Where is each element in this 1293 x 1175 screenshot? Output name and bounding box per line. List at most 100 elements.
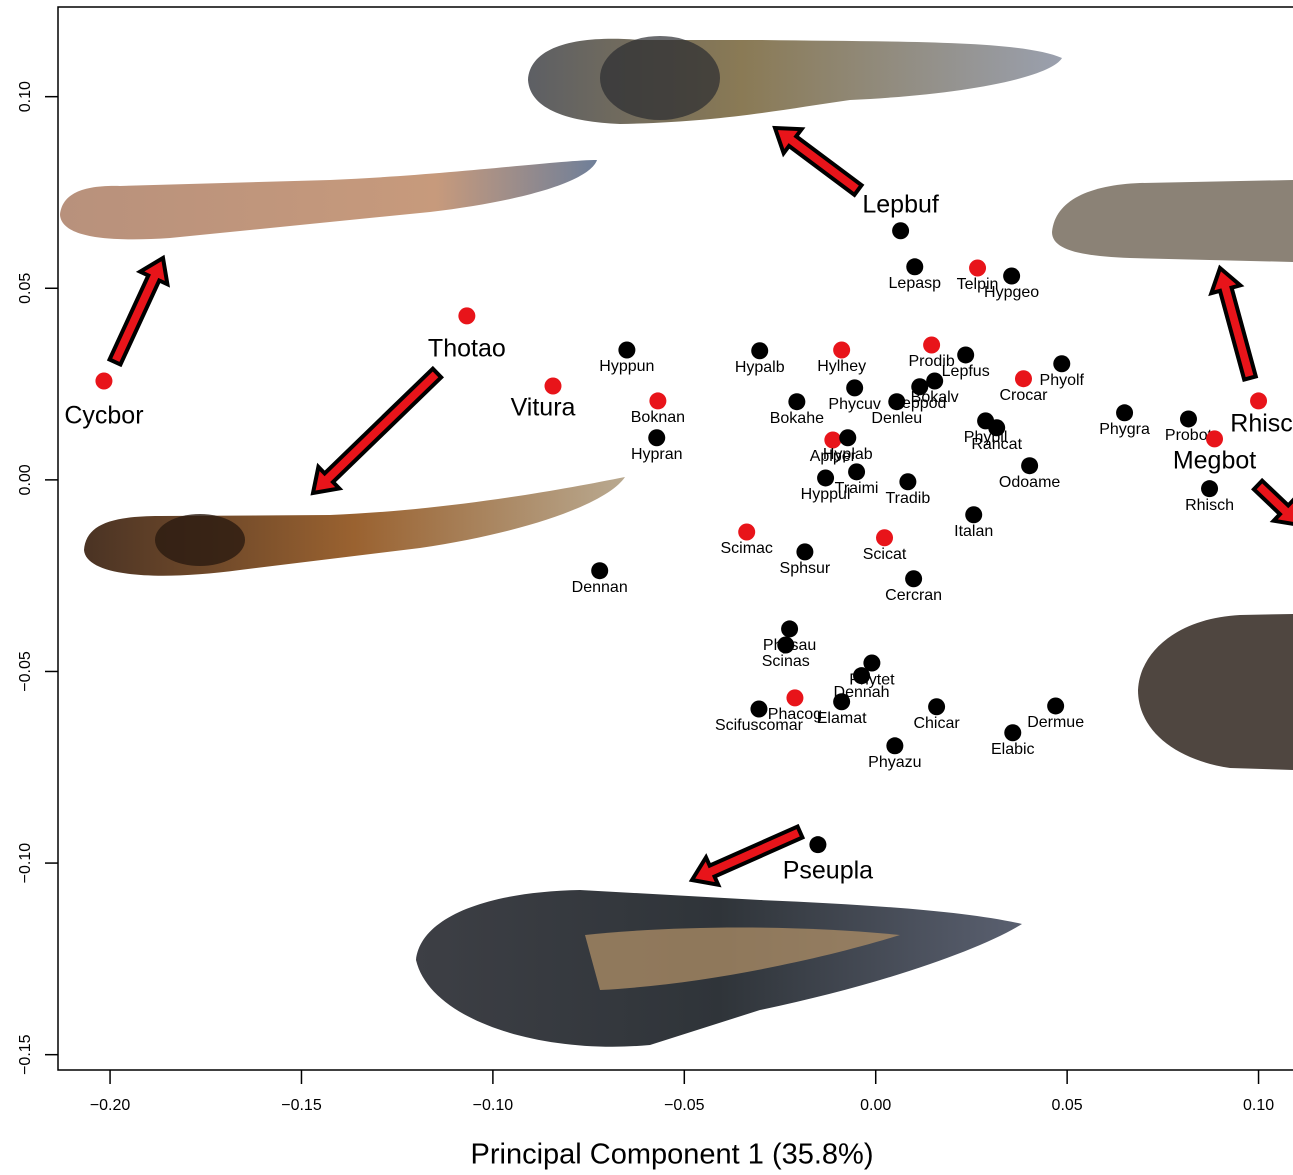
tadpole-top-body xyxy=(600,36,720,120)
point-label-large: Cycbor xyxy=(64,402,143,430)
point-label: Hypran xyxy=(631,446,683,463)
x-axis-title: Principal Component 1 (35.8%) xyxy=(471,1139,874,1171)
tadpole-right-bottom xyxy=(1138,614,1293,770)
point-label: Scifuscomar xyxy=(715,717,804,734)
point xyxy=(923,336,941,354)
point-label: Phycuv xyxy=(828,396,880,413)
point-label: Probot xyxy=(1165,427,1213,444)
y-tick-label: −0.15 xyxy=(17,1034,34,1075)
point-label: Phacog xyxy=(768,706,822,723)
point xyxy=(876,529,894,547)
x-tick-label: 0.10 xyxy=(1243,1097,1274,1114)
x-tick-label: −0.10 xyxy=(473,1097,514,1114)
point-label: Boknan xyxy=(631,409,685,426)
point-label: Bokalv xyxy=(911,389,959,406)
point-label: Traimi xyxy=(835,480,879,497)
point xyxy=(1250,392,1268,410)
y-tick-label: −0.05 xyxy=(17,651,34,692)
point xyxy=(886,737,904,755)
tadpole-left-top xyxy=(60,160,597,240)
point xyxy=(796,543,814,561)
point-label: Scicat xyxy=(863,546,907,563)
x-tick-label: 0.05 xyxy=(1052,1097,1083,1114)
point-label: Cercran xyxy=(885,587,942,604)
point-label: Odoame xyxy=(999,474,1060,491)
point-label: Denleu xyxy=(871,410,922,427)
point xyxy=(777,636,795,654)
point xyxy=(809,836,827,854)
point-label: Scimac xyxy=(720,540,772,557)
point xyxy=(853,667,871,685)
point-label-large: Vitura xyxy=(511,394,576,422)
point-label: Dermue xyxy=(1027,714,1084,731)
point-label-large: Rhisc xyxy=(1230,410,1293,438)
point-label: Crocar xyxy=(999,387,1048,404)
arrow xyxy=(772,125,865,198)
tadpole-left-mid-body xyxy=(155,514,245,566)
point xyxy=(892,222,910,240)
tadpole-bottom-stripe xyxy=(585,927,900,990)
point-label: Rhisch xyxy=(1185,497,1234,514)
point-label-large: Megbot xyxy=(1173,446,1256,474)
y-tick-label: −0.10 xyxy=(17,843,34,884)
point xyxy=(738,523,756,541)
point-label: Hypgeo xyxy=(984,284,1039,301)
x-tick-label: 0.00 xyxy=(860,1097,891,1114)
point xyxy=(905,570,923,588)
point xyxy=(833,693,851,711)
point xyxy=(888,393,906,411)
point xyxy=(846,379,864,397)
point-label: Dennan xyxy=(572,579,628,596)
point xyxy=(839,429,857,447)
point-label-large: Thotao xyxy=(428,334,506,362)
point-label: Aplper xyxy=(810,448,857,465)
point xyxy=(1053,355,1071,373)
arrow xyxy=(688,823,806,888)
point xyxy=(957,346,975,364)
point xyxy=(1206,430,1224,448)
point xyxy=(833,341,851,359)
point-label: Elamat xyxy=(817,710,867,727)
point-label-large: Lepbuf xyxy=(862,190,939,218)
point xyxy=(781,620,799,638)
arrow xyxy=(1208,264,1259,383)
point xyxy=(788,393,806,411)
point-label: Hyppul xyxy=(801,486,851,503)
point xyxy=(817,469,835,487)
point-label-large: Pseupla xyxy=(783,856,873,884)
point xyxy=(899,473,917,491)
point xyxy=(1003,267,1021,285)
point xyxy=(1021,457,1039,475)
point-label: Lepasp xyxy=(889,275,942,292)
arrow xyxy=(1251,477,1293,526)
x-tick-label: −0.20 xyxy=(90,1097,131,1114)
point xyxy=(965,506,983,524)
point xyxy=(1201,480,1219,498)
point-label: Elabic xyxy=(991,741,1035,758)
point xyxy=(969,259,987,277)
point xyxy=(926,372,944,390)
point xyxy=(928,698,946,716)
point-label: Sphsur xyxy=(780,560,831,577)
point xyxy=(618,341,636,359)
arrow xyxy=(106,254,170,368)
point xyxy=(649,392,667,410)
point xyxy=(751,342,769,360)
point-label: Rancat xyxy=(971,436,1022,453)
point xyxy=(988,419,1006,437)
point-label: Phyolf xyxy=(1040,372,1085,389)
plot-frame xyxy=(57,6,1293,1071)
point xyxy=(458,307,476,325)
point xyxy=(1047,697,1065,715)
point xyxy=(544,377,562,395)
arrow xyxy=(310,365,445,496)
point-label: Phyazu xyxy=(868,754,921,771)
point-label: Leppod xyxy=(893,395,946,412)
y-tick-label: 0.05 xyxy=(17,273,34,304)
point xyxy=(750,700,768,718)
point-label: Bokahe xyxy=(770,410,824,427)
tadpole-right-top xyxy=(1052,180,1293,262)
point-label: Scinas xyxy=(762,653,810,670)
point xyxy=(824,431,842,449)
tadpole-images xyxy=(60,36,1293,1047)
